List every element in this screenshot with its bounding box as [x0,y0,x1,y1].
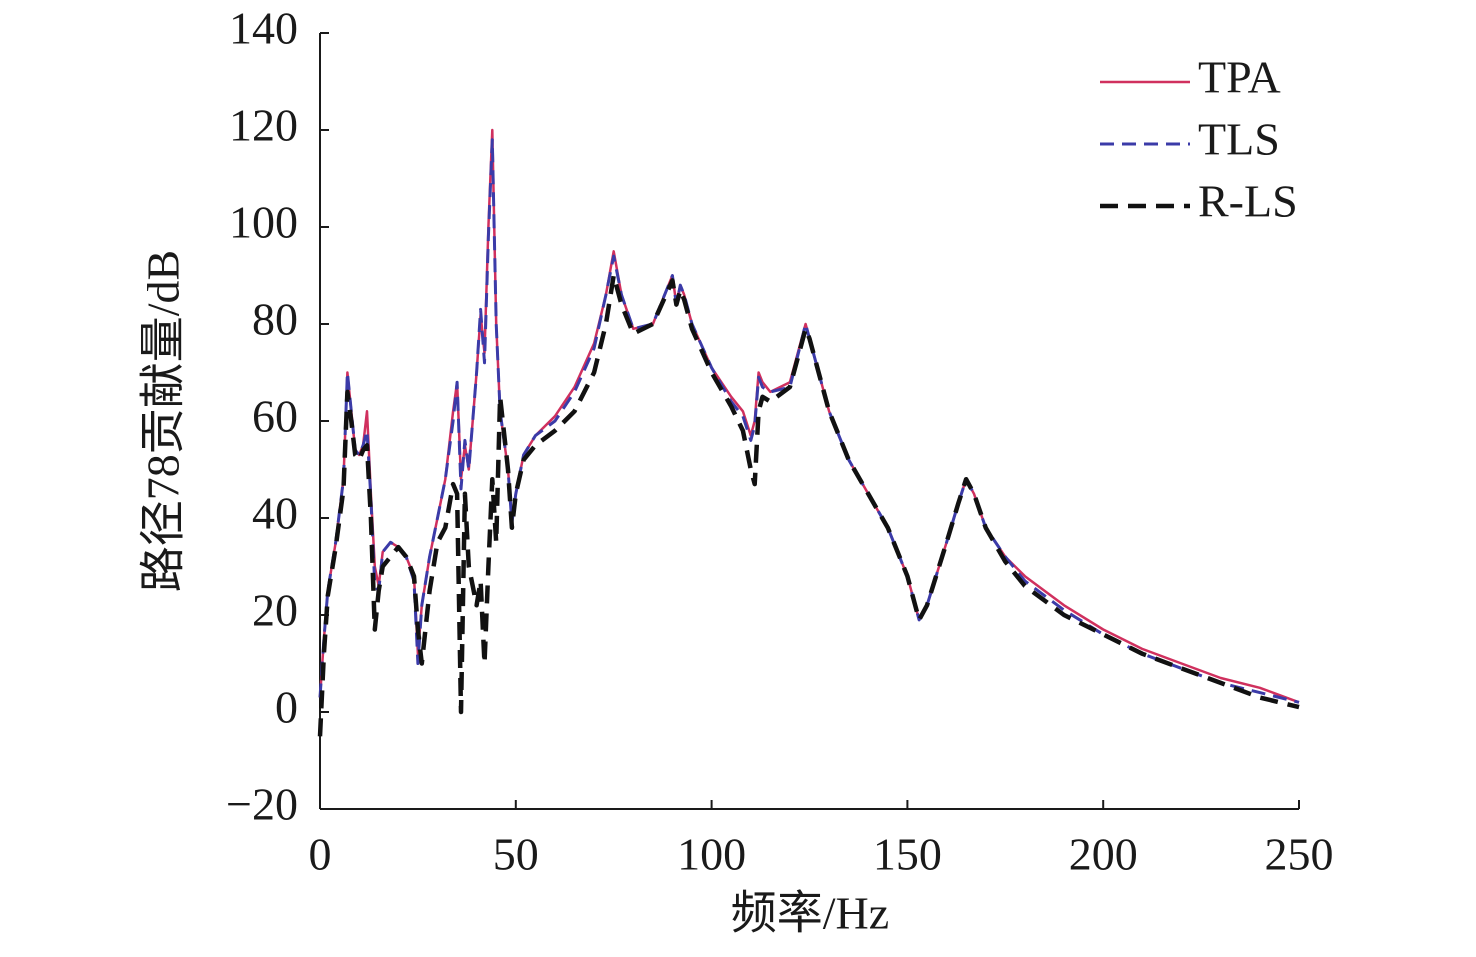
x-tick-label: 100 [677,829,746,880]
legend-label: R-LS [1198,176,1298,227]
y-tick-label: 40 [252,488,298,539]
y-axis-label: 路径78贡献量/dB [138,250,189,592]
y-tick-label: 0 [275,682,298,733]
y-tick-label: 80 [252,294,298,345]
y-tick-label: −20 [226,779,298,830]
series-line [318,138,1300,704]
series-line [318,128,1300,704]
y-tick-label: 60 [252,391,298,442]
legend-label: TLS [1198,114,1280,165]
y-tick-label: 100 [229,197,298,248]
x-tick-label: 50 [493,829,539,880]
x-tick-label: 250 [1265,829,1334,880]
x-tick-label: 200 [1069,829,1138,880]
x-tick-label: 0 [309,829,332,880]
y-tick-label: 20 [252,585,298,636]
x-tick-label: 150 [873,829,942,880]
legend-label: TPA [1198,52,1281,103]
y-tick-label: 140 [229,3,298,54]
series-line [317,273,1300,737]
x-axis-label: 频率/Hz [731,888,889,939]
y-tick-label: 120 [229,100,298,151]
